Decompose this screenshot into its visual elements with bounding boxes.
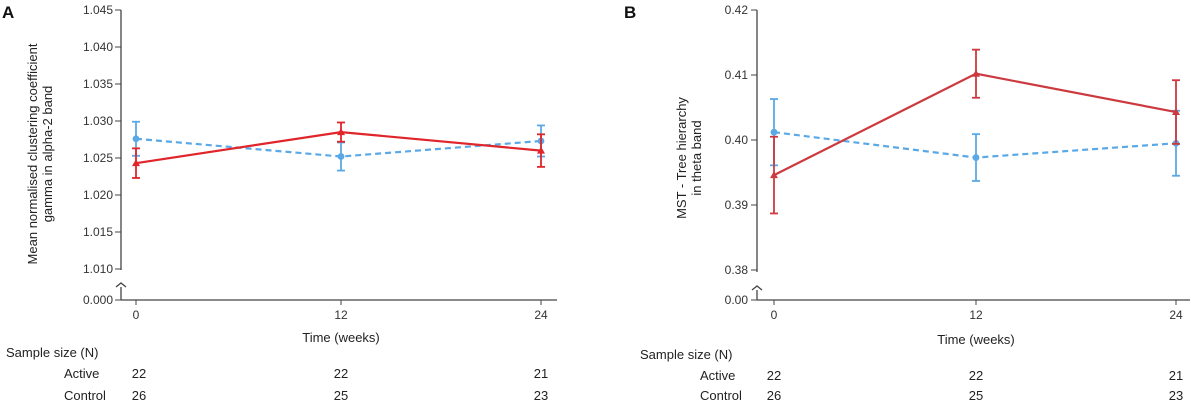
- y-tick-label-a: 1.040: [83, 40, 113, 54]
- sample-count-b: 21: [1169, 368, 1183, 383]
- y-tick-label-b: 0.40: [725, 133, 749, 147]
- plot-area-b: [770, 48, 1180, 215]
- sample-count-a: 21: [534, 366, 548, 381]
- sample-size-heading-a: Sample size (N): [6, 345, 98, 360]
- sample-count-a: 23: [534, 388, 548, 403]
- y-tick-label-a: 1.010: [83, 262, 113, 276]
- data-point-active-b: [972, 69, 980, 77]
- sample-count-a: 22: [334, 366, 348, 381]
- y-tick-label-a: 1.020: [83, 188, 113, 202]
- sample-count-a: 26: [132, 388, 146, 403]
- sample-row-label-a: Active: [64, 366, 99, 381]
- data-point-control-b: [770, 128, 778, 136]
- y-tick-label-b: 0.38: [725, 263, 749, 277]
- data-point-active-a: [132, 159, 140, 167]
- y-tick-label-a: 1.015: [83, 225, 113, 239]
- y-axis-break-b: [751, 285, 763, 291]
- data-point-active-b: [770, 171, 778, 179]
- sample-count-b: 22: [767, 368, 781, 383]
- y-tick-label-a: 1.035: [83, 77, 113, 91]
- sample-size-heading-b: Sample size (N): [640, 347, 732, 362]
- sample-count-b: 26: [767, 388, 781, 403]
- sample-count-b: 25: [969, 388, 983, 403]
- data-point-active-b: [1172, 108, 1180, 116]
- panel-letter-b: B: [624, 3, 636, 22]
- x-tick-label-a: 0: [133, 308, 140, 322]
- sample-row-label-a: Control: [64, 388, 106, 403]
- y-tick-label-a: 1.025: [83, 151, 113, 165]
- sample-count-b: 23: [1169, 388, 1183, 403]
- y-axis-label-a-line2: gamma in alpha-2 band: [40, 86, 55, 223]
- data-point-active-a: [337, 128, 345, 136]
- data-point-control-b: [972, 154, 980, 161]
- x-tick-label-b: 12: [969, 308, 983, 322]
- data-point-active-a: [537, 146, 545, 154]
- x-tick-label-a: 24: [534, 308, 548, 322]
- y-axis-break-a: [115, 282, 127, 288]
- y-tick-label-b: 0.42: [725, 3, 749, 17]
- data-point-control-a: [132, 135, 140, 143]
- panel-letter-a: A: [2, 3, 14, 22]
- y-tick-label-a: 1.030: [83, 114, 113, 128]
- x-tick-label-a: 12: [334, 308, 348, 322]
- y-break-label-b: 0.00: [725, 293, 749, 307]
- sample-count-a: 22: [132, 366, 146, 381]
- y-tick-label-b: 0.39: [725, 198, 749, 212]
- sample-row-label-b: Control: [700, 388, 742, 403]
- x-axis-label-b: Time (weeks): [937, 332, 1015, 347]
- panel-a: A Mean normalised clustering coefficient…: [2, 3, 557, 403]
- x-axis-label-a: Time (weeks): [302, 330, 380, 345]
- sample-count-a: 25: [334, 388, 348, 403]
- panel-b: B MST - Tree hierarchy in theta band 0.4…: [624, 3, 1190, 403]
- y-axis-label-b-line2: in theta band: [689, 120, 704, 195]
- sample-count-b: 22: [969, 368, 983, 383]
- y-tick-label-b: 0.41: [725, 68, 749, 82]
- x-tick-label-b: 0: [771, 308, 778, 322]
- data-point-control-a: [337, 153, 345, 160]
- plot-area-a: [132, 120, 545, 179]
- sample-row-label-b: Active: [700, 368, 735, 383]
- y-break-label-a: 0.000: [83, 293, 113, 307]
- y-tick-label-a: 1.045: [83, 3, 113, 17]
- x-tick-label-b: 24: [1169, 308, 1183, 322]
- y-axis-label-b-line1: MST - Tree hierarchy: [674, 97, 689, 219]
- y-axis-label-a-line1: Mean normalised clustering coefficient: [25, 43, 40, 264]
